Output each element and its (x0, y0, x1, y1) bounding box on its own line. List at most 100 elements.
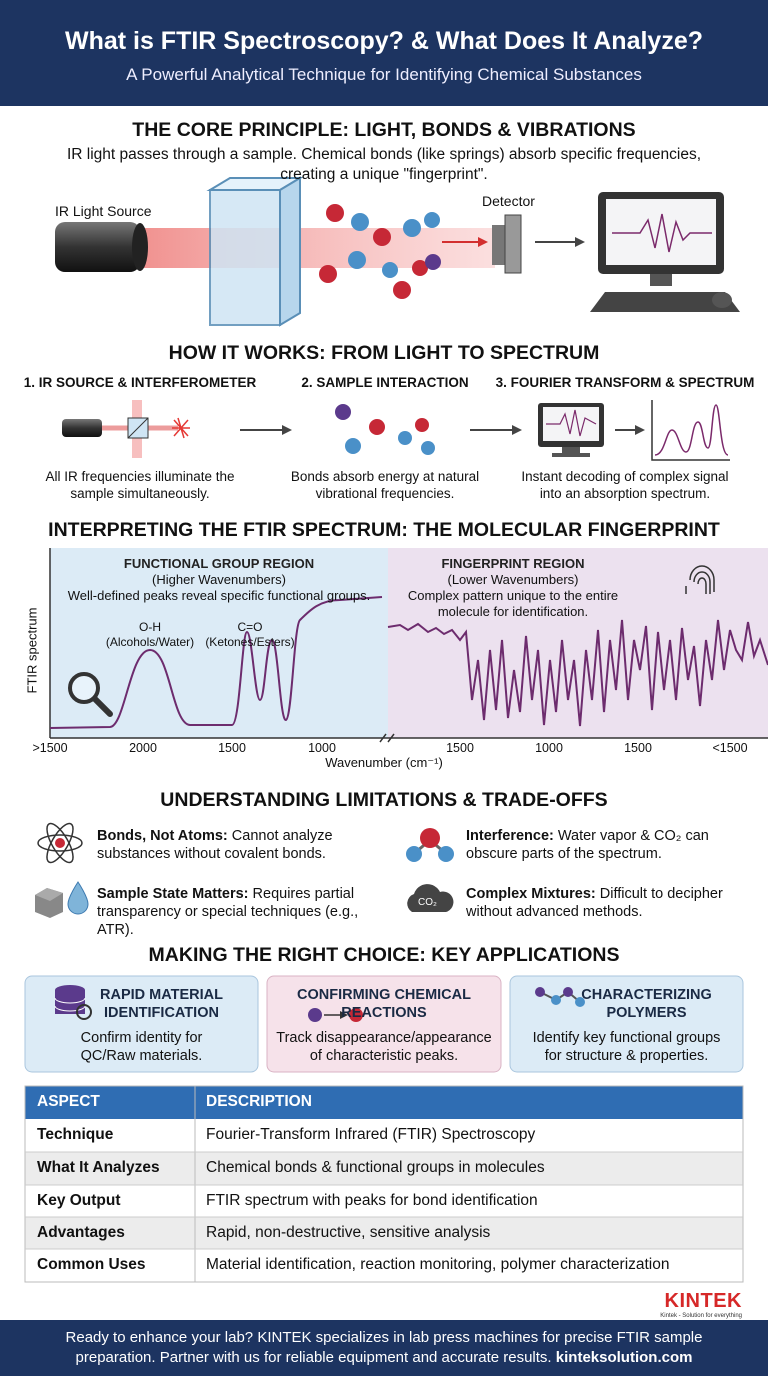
section-title: THE CORE PRINCIPLE: LIGHT, BONDS & VIBRA… (132, 119, 636, 141)
step-title: 2. SAMPLE INTERACTION (301, 375, 469, 390)
limitation-text: Water vapor & CO₂ can obscure parts of t… (466, 828, 709, 862)
step-description: All IR frequencies illuminate the sample … (0, 468, 290, 502)
principle-description: IR light passes through a sample. Chemic… (0, 145, 768, 185)
source-label: IR Light Source (55, 203, 152, 219)
footer-line: Ready to enhance your lab? KINTEK specia… (65, 1329, 703, 1346)
x-tick-label: 1000 (535, 741, 563, 755)
peak-name: O-H (139, 620, 161, 634)
text-line: CONFIRMING CHEMICAL (297, 987, 471, 1003)
limitation-label: Bonds, Not Atoms: (97, 828, 228, 844)
peak-name: C=O (237, 620, 263, 634)
text-line: Identify key functional groups (532, 1030, 721, 1046)
region-title: FINGERPRINT REGION (441, 556, 585, 571)
limitation-label: Interference: (466, 828, 554, 844)
footer-line: preparation. Partner with us for reliabl… (0, 1348, 768, 1368)
text-line: IDENTIFICATION (104, 1005, 219, 1021)
limitation-item: Complex Mixtures: Difficult to decipher … (466, 885, 726, 921)
card-description: Confirm identity for QC/Raw materials. (25, 1029, 258, 1065)
step-description: Instant decoding of complex signal into a… (475, 468, 768, 502)
limitation-label: Complex Mixtures: (466, 886, 596, 902)
region-description: Well-defined peaks reveal specific funct… (67, 588, 371, 603)
brand: KINTEK Kintek - Solution for everything (660, 1290, 742, 1319)
peak-note: (Ketones/Esters) (205, 635, 295, 649)
table-cell: Technique (37, 1126, 114, 1143)
table-cell: Fourier-Transform Infrared (FTIR) Spectr… (206, 1126, 536, 1143)
region-description: Complex pattern unique to the entire (407, 588, 619, 603)
co2-icon-label: CO₂ (418, 897, 437, 908)
text-line: POLYMERS (606, 1005, 687, 1021)
text-line: QC/Raw materials. (80, 1048, 203, 1064)
text-line: Track disappearance/appearance (276, 1030, 492, 1046)
card-description: Identify key functional groups for struct… (510, 1029, 743, 1065)
x-axis-label: Wavenumber (cm⁻¹) (325, 755, 443, 770)
title: What is FTIR Spectroscopy? & What Does I… (64, 27, 704, 55)
text-line: for structure & properties. (544, 1048, 709, 1064)
text-line: sample simultaneously. (70, 486, 210, 501)
text-line: creating a unique "fingerprint". (280, 166, 488, 183)
x-tick-label: 1000 (308, 741, 336, 755)
text-line: IR light passes through a sample. Chemic… (66, 146, 702, 163)
region-title: FUNCTIONAL GROUP REGION (123, 556, 315, 571)
limitation-text: Difficult to decipher without advanced m… (466, 886, 723, 920)
table-cell: What It Analyzes (37, 1159, 160, 1176)
table-cell: FTIR spectrum with peaks for bond identi… (206, 1191, 538, 1209)
text-line: vibrational frequencies. (315, 486, 455, 501)
brand-name: KINTEK (664, 1290, 742, 1312)
footer-text: preparation. Partner with us for reliabl… (75, 1349, 552, 1366)
card-title: CONFIRMING CHEMICAL REACTIONS (267, 986, 501, 1022)
section-title: HOW IT WORKS: FROM LIGHT TO SPECTRUM (168, 342, 600, 364)
peak-note: (Alcohols/Water) (105, 635, 195, 649)
region-description: molecule for identification. (437, 604, 589, 619)
footer: Ready to enhance your lab? KINTEK specia… (0, 1328, 768, 1368)
table-cell: Key Output (37, 1191, 121, 1209)
limitation-icons (35, 822, 454, 918)
section-title: MAKING THE RIGHT CHOICE: KEY APPLICATION… (148, 944, 620, 966)
step-description: Bonds absorb energy at natural vibrationa… (235, 468, 535, 502)
text-line: Instant decoding of complex signal (521, 469, 729, 484)
text-line: into an absorption spectrum. (539, 486, 711, 501)
card-title: CHARACTERIZING POLYMERS (560, 986, 733, 1022)
spectrum-chart (49, 548, 768, 743)
text-line: REACTIONS (341, 1005, 427, 1021)
text-line: All IR frequencies illuminate the (45, 469, 235, 484)
text-line: RAPID MATERIAL (100, 987, 223, 1003)
principle-diagram (55, 176, 740, 327)
table-cell: Advantages (37, 1223, 125, 1241)
region: FINGERPRINT REGION (Lower Wavenumbers) C… (388, 556, 638, 620)
section-title: INTERPRETING THE FTIR SPECTRUM: THE MOLE… (48, 519, 720, 541)
y-axis-label: FTIR spectrum (24, 607, 40, 694)
footer-link: kinteksolution.com (555, 1349, 693, 1366)
header-bg (0, 0, 768, 106)
step-title: 3. FOURIER TRANSFORM & SPECTRUM (495, 375, 755, 390)
table-cell: Common Uses (37, 1256, 146, 1273)
footer-bg (0, 1320, 768, 1376)
detector-label: Detector (482, 193, 535, 209)
limitation-text: Cannot analyze substances without covale… (97, 828, 333, 862)
table-cell: Rapid, non-destructive, sensitive analys… (206, 1223, 491, 1241)
text-line: CHARACTERIZING (581, 987, 712, 1003)
table-cell: Material identification, reaction monito… (206, 1256, 670, 1273)
table-bg (24, 1085, 744, 1283)
limitation-label: Sample State Matters: (97, 886, 249, 902)
x-tick-label: 1500 (218, 741, 246, 755)
brand-tagline: Kintek - Solution for everything (660, 1313, 742, 1319)
how-diagram (62, 400, 730, 461)
x-tick-label: 2000 (129, 741, 157, 755)
limitation-item: Sample State Matters: Requires partial t… (97, 885, 377, 939)
card-description: Track disappearance/appearance of charact… (267, 1029, 501, 1065)
text-line: Bonds absorb energy at natural (290, 469, 480, 484)
step-title: 1. IR SOURCE & INTERFEROMETER (23, 375, 257, 390)
table-cell: Chemical bonds & functional groups in mo… (206, 1159, 545, 1176)
peak-label: O-H (Alcohols/Water) (95, 620, 205, 650)
region: FUNCTIONAL GROUP REGION (Higher Wavenumb… (50, 556, 388, 604)
limitation-item: Interference: Water vapor & CO₂ can obsc… (466, 827, 726, 863)
card-title: RAPID MATERIAL IDENTIFICATION (75, 986, 248, 1022)
subtitle: A Powerful Analytical Technique for Iden… (126, 65, 642, 84)
region-subtitle: (Higher Wavenumbers) (152, 572, 286, 587)
x-tick-label: >1500 (32, 741, 68, 755)
peak-label: C=O (Ketones/Esters) (195, 620, 305, 650)
table-header: ASPECT (37, 1093, 100, 1110)
application-cards (24, 975, 744, 1073)
